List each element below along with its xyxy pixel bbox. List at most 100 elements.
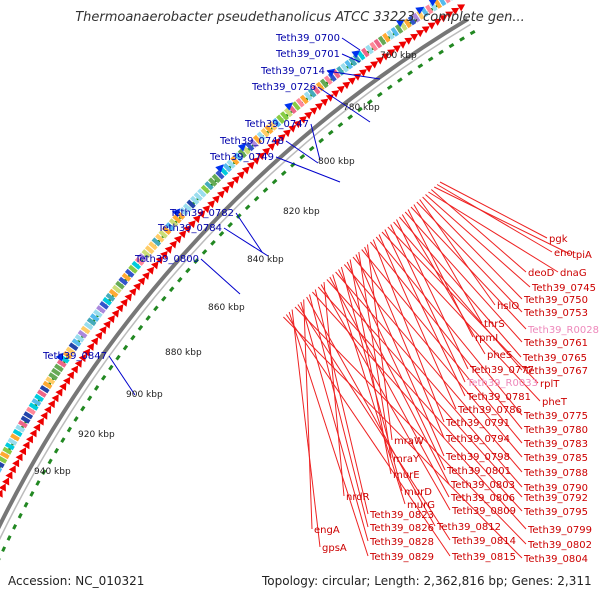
gene-arrow: [439, 15, 448, 23]
gene-label: Teth39_0798: [445, 452, 510, 463]
cog-segment: [190, 195, 200, 205]
cog-segment: [291, 101, 301, 111]
label-leader-line: [404, 211, 523, 343]
gene-label: dnaG: [560, 268, 587, 279]
gene-label: Teth39_0801: [446, 466, 511, 477]
gene-arrow: [246, 161, 255, 170]
gene-arrow: [445, 11, 454, 19]
gene-arrow: [128, 288, 137, 296]
cog-segment: [420, 7, 429, 17]
gene-arrow: [381, 53, 390, 61]
gene-label: Teth39_0781: [466, 392, 531, 403]
scale-dot: [325, 81, 328, 85]
gene-label: Teth39_0784: [157, 223, 222, 234]
gene-arrow: [133, 282, 141, 291]
label-leader-line: [396, 219, 469, 370]
scale-label: 840 kbp: [247, 255, 284, 265]
gene-arrow: [95, 331, 103, 340]
cog-segment: [249, 138, 259, 148]
gene-arrow: [51, 394, 59, 403]
cog-segment: [26, 406, 36, 416]
cog-segment: [439, 0, 447, 7]
topology-text: Topology: circular; Length: 2,362,816 bp…: [262, 574, 592, 588]
gene-arrow: [15, 453, 23, 462]
cog-segment: [361, 47, 370, 58]
cog-segment: [211, 173, 221, 184]
gene-arrow: [304, 111, 313, 120]
gene-arrow: [212, 195, 220, 204]
inner-marker: [12, 524, 18, 530]
label-leader-line: [341, 53, 361, 63]
scale-label: 780 kbp: [343, 103, 380, 113]
gene-label: rpmI: [475, 333, 498, 344]
cog-segment: [283, 107, 293, 118]
inner-marker: [153, 305, 159, 312]
label-leader-line: [381, 231, 541, 402]
inner-marker: [53, 447, 59, 454]
inner-marker: [327, 129, 334, 136]
cog-segment: [121, 272, 132, 282]
gene-arrow: [137, 277, 146, 286]
inner-marker: [193, 258, 200, 265]
cog-segment: [365, 44, 374, 55]
gene-arrow: [202, 205, 211, 214]
cog-segment: [276, 114, 286, 124]
gene-label: murD: [404, 487, 432, 498]
label-leader-line: [375, 236, 523, 416]
cog-segment: [141, 249, 151, 259]
cog-segment: [105, 292, 116, 302]
gene-label: Teth39_0804: [523, 554, 588, 565]
gene-arrow: [241, 166, 250, 175]
gene-label: Teth39_0786: [457, 405, 522, 416]
gene-arrow: [74, 359, 82, 368]
gene-arrow: [183, 225, 191, 234]
scale-label: 760 kbp: [380, 51, 417, 61]
inner-marker: [130, 334, 136, 341]
cog-segment: [144, 245, 155, 255]
label-leader-line: [439, 181, 548, 239]
inner-marker: [93, 385, 100, 391]
gene-label: Teth39_0800: [134, 254, 199, 265]
gene-label: mraW: [394, 436, 424, 447]
scale-dot: [430, 8, 433, 11]
cog-segment: [96, 305, 106, 314]
cog-segment: [151, 237, 162, 247]
gene-arrow: [103, 320, 111, 329]
feature-arrow: [237, 143, 247, 152]
inner-marker: [244, 204, 251, 211]
gene-arrow: [283, 129, 291, 138]
inner-marker: [236, 213, 242, 219]
gene-arrow: [115, 304, 124, 313]
label-leader-line: [340, 266, 403, 492]
label-leader-line: [367, 244, 393, 441]
inner-marker: [459, 36, 465, 42]
cog-segment: [48, 372, 58, 381]
cog-segment: [20, 415, 31, 424]
gene-arrow: [86, 342, 95, 351]
gene-label: Teth39_0748: [219, 136, 284, 147]
label-leader-line: [384, 229, 466, 397]
gene-arrow: [226, 180, 235, 189]
cog-segment: [7, 437, 18, 446]
gene-arrow: [370, 61, 379, 69]
inner-marker: [47, 458, 53, 465]
gene-arrow: [272, 138, 281, 147]
scale-dot: [210, 183, 213, 187]
label-leader-line: [422, 196, 523, 300]
label-leader-line: [346, 261, 446, 471]
cog-segment: [403, 18, 412, 29]
gene-arrow: [36, 417, 44, 426]
gene-arrow: [142, 272, 150, 280]
label-leader-line: [425, 194, 531, 288]
cog-segment: [425, 4, 434, 15]
gene-arrow: [392, 45, 401, 53]
inner-marker: [397, 77, 403, 83]
gene-arrow: [433, 18, 442, 26]
label-leader-line: [200, 258, 241, 295]
gene-label: Teth39_0806: [450, 493, 515, 504]
cog-segment: [382, 32, 391, 43]
inner-marker: [357, 106, 363, 113]
gene-arrow: [320, 98, 329, 107]
inner-marker: [23, 501, 29, 508]
label-leader-line: [314, 289, 369, 515]
